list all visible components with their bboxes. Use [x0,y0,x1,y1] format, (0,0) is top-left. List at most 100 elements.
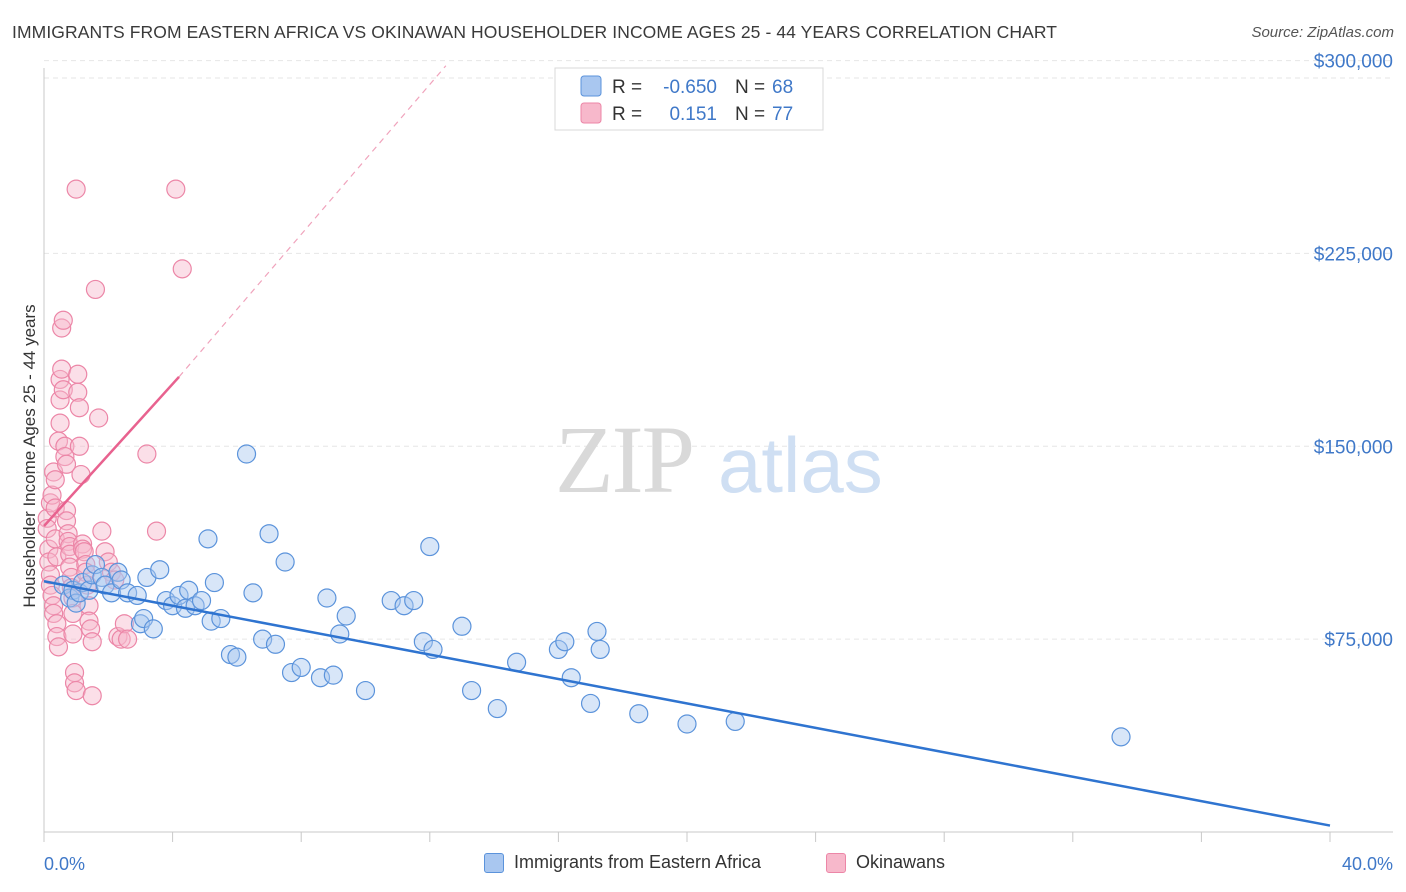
okinawans-point [117,629,138,649]
okinawans-point [85,279,106,300]
okinawans-point [92,521,112,541]
eastern-africa-point [134,608,154,629]
okinawans-point [82,632,102,652]
legend-r-value-b: 0.151 [669,104,717,125]
bottom-legend-swatch-eastern-africa [484,852,504,873]
legend-swatch-okinawans [580,102,602,124]
x-tick-marks [43,832,1331,842]
eastern-africa-point [413,632,433,652]
okinawans-point [37,518,57,539]
eastern-africa-point [60,588,80,608]
okinawans-point [95,542,115,562]
eastern-africa-point [394,596,414,616]
okinawans-point [55,446,75,467]
source-label: Source: ZipAtlas.com [1251,24,1394,41]
eastern-africa-point [725,711,745,732]
okinawans-point [68,364,88,384]
okinawans-point [114,614,134,634]
trend-lines [43,65,1331,827]
eastern-africa-point [507,652,527,672]
eastern-africa-point [561,668,581,688]
okinawans-point [71,464,91,485]
grid-lines [44,60,1393,640]
eastern-africa-point [548,639,569,660]
okinawans-point [50,413,70,433]
okinawans-point [172,259,192,279]
y-tick-label: $150,000 [1314,437,1393,458]
eastern-africa-point [487,698,507,719]
eastern-africa-point [130,614,151,634]
okinawans-point [111,629,131,649]
bottom-legend: Immigrants from Eastern Africa Okinawans [0,852,1406,878]
eastern-africa-trend-line [43,580,1331,827]
watermark-atlas: atlas [718,421,883,509]
eastern-africa-point [336,606,356,626]
eastern-africa-point [555,632,575,652]
eastern-africa-point [355,680,376,701]
eastern-africa-point [1111,727,1131,747]
okinawans-point [79,611,99,631]
okinawans-point [44,603,64,624]
eastern-africa-point [227,647,247,667]
bottom-legend-swatch-okinawans [826,852,846,873]
okinawans-point [69,398,89,418]
okinawans-point [40,565,61,585]
x-tick-label-min: 0.0% [44,854,85,874]
okinawans-point [66,179,86,199]
x-tick-label-max: 40.0% [1342,854,1393,874]
eastern-africa-point [452,616,472,636]
legend-n-value-b: 77 [772,104,793,125]
eastern-africa-point [143,619,163,639]
eastern-africa-point [291,657,311,678]
eastern-africa-point [211,608,231,629]
legend-swatch-eastern-africa [580,75,602,97]
okinawans-point [166,179,186,199]
eastern-africa-point [677,714,697,734]
okinawans-point [52,318,72,338]
legend-n-value-a: 68 [772,77,793,98]
legend-r-label-b: R = [612,104,642,125]
y-tick-label: $225,000 [1314,244,1393,265]
bottom-legend-item-okinawans: Okinawans [826,852,945,873]
legend-n-label-a: N = [735,77,765,98]
eastern-africa-point [253,629,273,649]
eastern-africa-point [381,590,401,611]
okinawans-point [45,470,65,490]
okinawans-point [137,444,157,464]
okinawans-point [63,624,83,644]
eastern-africa-point [580,693,601,714]
eastern-africa-point [317,588,337,608]
okinawans-point [68,382,88,402]
eastern-africa-point [275,552,295,572]
okinawans-point [72,534,93,554]
y-axis-title: Householder Income Ages 25 - 44 years [20,304,39,607]
eastern-africa-point [590,639,610,660]
eastern-africa-point [587,621,607,642]
correlation-legend: R = -0.650 N = 68 R = 0.151 N = 77 [554,67,824,131]
eastern-africa-point [66,593,86,613]
eastern-africa-point [323,665,343,685]
eastern-africa-point [108,562,128,582]
bottom-legend-label-okinawans: Okinawans [856,852,946,872]
eastern-africa-point [265,634,286,654]
eastern-africa-point [150,560,170,580]
okinawans-point [69,436,89,456]
eastern-africa-point [127,585,147,606]
chart-title: IMMIGRANTS FROM EASTERN AFRICA VS OKINAW… [12,22,1058,42]
eastern-africa-point [236,444,257,464]
legend-n-label-b: N = [735,104,765,125]
okinawans-point [53,380,73,400]
eastern-africa-point [281,662,302,683]
eastern-africa-point [404,590,424,611]
watermark-zip: ZIP [555,406,693,513]
watermark: ZIP atlas [555,406,883,513]
eastern-africa-point [191,590,212,611]
okinawans-point [64,673,85,693]
eastern-africa-point [420,536,440,557]
bottom-legend-item-eastern-africa: Immigrants from Eastern Africa [484,852,761,873]
okinawans-point [48,637,69,657]
okinawans-point [53,310,73,330]
okinawans-points [37,179,192,706]
eastern-africa-point [204,572,224,593]
